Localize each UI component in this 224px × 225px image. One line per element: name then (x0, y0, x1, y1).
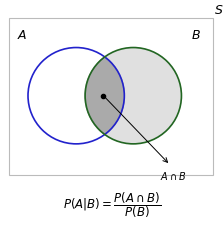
Polygon shape (85, 57, 124, 135)
Text: $B$: $B$ (191, 29, 201, 42)
Text: $A$: $A$ (17, 29, 28, 42)
Text: $A \cap B$: $A \cap B$ (160, 170, 187, 182)
Bar (9, 18, 213, 175)
Text: $P(A|B) = \dfrac{P(A \cap B)}{P(B)}$: $P(A|B) = \dfrac{P(A \cap B)}{P(B)}$ (63, 191, 161, 220)
Text: $S$: $S$ (214, 4, 223, 17)
Circle shape (85, 47, 181, 144)
